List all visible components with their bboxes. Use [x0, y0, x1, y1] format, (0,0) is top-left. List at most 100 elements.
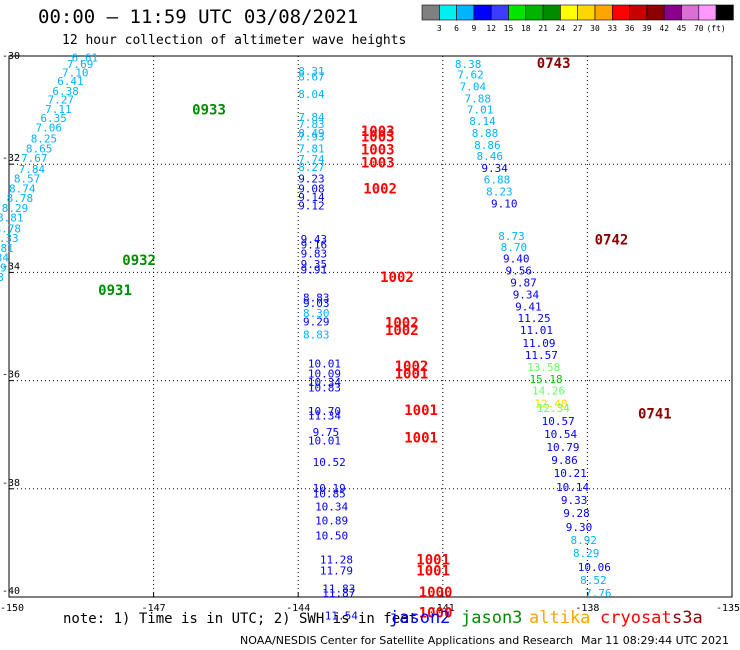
- gridlines: [9, 56, 732, 597]
- pass-time-label: 1001: [416, 563, 450, 579]
- wave-height-label: 10.89: [315, 515, 348, 528]
- wave-height-label: 7.74: [298, 153, 325, 166]
- y-tick-label: -34: [2, 261, 20, 272]
- axis-ticks: -150 -147 -144 -141 -138 -135 -30 -32 -34 -36 -38 -…: [0, 51, 740, 614]
- wave-height-label: 9.56: [505, 265, 531, 278]
- wave-height-label: 7.83: [298, 118, 325, 131]
- wave-height-label: 9.29: [303, 315, 330, 328]
- y-tick-label: -36: [2, 370, 20, 381]
- pass-time-label: 1002: [380, 270, 414, 286]
- wave-height-label: 11.09: [522, 337, 555, 350]
- wave-height-label: 7.93: [298, 130, 325, 143]
- y-tick-label: -38: [2, 478, 20, 489]
- wave-height-label: 6.41: [57, 75, 83, 88]
- scale-swatch: [560, 4, 579, 21]
- wave-height-label: 7.10: [62, 67, 89, 80]
- wave-height-label: 10.52: [313, 456, 346, 469]
- pass-time-label: 1000: [419, 606, 453, 622]
- footer-note: note: 1) Time is in UTC; 2) SWH is in fe…: [63, 611, 418, 627]
- pass-time-label: 0931: [98, 283, 132, 299]
- wave-height-label: 6.38: [52, 85, 79, 98]
- wave-height-label: 9.10: [491, 197, 518, 210]
- wave-height-label: 8.23: [486, 186, 513, 199]
- pass-time-label: 0743: [537, 56, 571, 72]
- pass-time-label: 1003: [361, 124, 395, 140]
- wave-height-label: 11.34: [308, 410, 341, 423]
- wave-height-label: 7.76: [585, 587, 612, 600]
- wave-height-label: 8.52: [580, 574, 607, 587]
- wave-height-label: 8.29: [573, 547, 600, 560]
- scale-swatch: [490, 4, 509, 21]
- x-tick-label: -150: [0, 603, 24, 614]
- pass-time-label: 1002: [395, 359, 429, 375]
- wave-height-label: 8.04: [298, 88, 325, 101]
- mission-cryosat: cryosat: [600, 608, 672, 628]
- wave-height-label: 9.03: [303, 297, 330, 310]
- scale-label: 9: [471, 24, 476, 33]
- scale-label: 21: [538, 24, 548, 33]
- scale-label: 70: [694, 24, 704, 33]
- pass-time-label: 1003: [361, 142, 395, 158]
- wave-height-label: 8.78: [0, 222, 21, 235]
- scale-swatch: [715, 4, 734, 21]
- pass-time-labels: 0933093209311003100310031003100210021002…: [98, 56, 672, 622]
- wave-height-label: 8.34: [0, 252, 9, 265]
- wave-height-label: 8.38: [455, 58, 482, 71]
- wave-height-label: 8.30: [303, 307, 330, 320]
- wave-height-label: 9.14: [298, 191, 325, 204]
- wave-height-label: 10.50: [315, 530, 348, 543]
- credit-line: NOAA/NESDIS Center for Satellite Applica…: [240, 634, 574, 647]
- scale-swatch: [473, 4, 492, 21]
- mission-jason2: jason2: [389, 608, 451, 628]
- wave-height-label: 9.75: [313, 426, 340, 439]
- wave-height-label: 9.12: [298, 200, 325, 213]
- wave-height-label: 14.26: [532, 385, 565, 398]
- wave-height-label: 10.54: [544, 428, 577, 441]
- wave-height-label: 11.54: [325, 610, 358, 623]
- scale-swatch: [438, 4, 457, 21]
- pass-time-label: 1003: [361, 155, 395, 171]
- x-tick-label: -144: [286, 603, 310, 614]
- wave-height-label: 11.01: [520, 324, 553, 337]
- wave-height-label: 9.83: [301, 247, 328, 260]
- scale-label: 42: [659, 24, 669, 33]
- pass-time-label: 1001: [404, 403, 438, 419]
- generated-timestamp: Mar 11 08:29:44 UTC 2021: [581, 634, 729, 647]
- wave-height-label: 10.06: [578, 561, 611, 574]
- scale-label: 18: [521, 24, 531, 33]
- scale-label: 12: [486, 24, 496, 33]
- wave-height-label: 8.74: [9, 182, 36, 195]
- pass-time-label: 0741: [638, 406, 672, 422]
- wave-height-label: 11.83: [322, 583, 355, 596]
- x-tick-label: -135: [716, 603, 740, 614]
- wave-height-label: 11.25: [518, 312, 551, 325]
- pass-time-label: 0932: [122, 253, 156, 269]
- wave-height-label: 7.84: [298, 111, 325, 124]
- wave-height-label: 10.70: [308, 405, 341, 418]
- wave-height-label: 10.01: [308, 358, 341, 371]
- mission-jason3: jason3: [461, 608, 523, 628]
- wave-height-label: 11.79: [320, 564, 353, 577]
- scale-swatch: [542, 4, 561, 21]
- wave-height-label: 8.46: [477, 150, 504, 163]
- wave-height-label: 7.84: [19, 163, 46, 176]
- scale-label: 15: [504, 24, 514, 33]
- wave-height-label: 8.57: [14, 173, 41, 186]
- wave-height-label: 9.30: [566, 521, 593, 534]
- scale-swatch: [456, 4, 475, 21]
- wave-height-label: 8.86: [474, 139, 501, 152]
- wave-height-label: 10.34: [308, 376, 341, 389]
- wave-height-label: 9.86: [551, 454, 578, 467]
- wave-height-label: 11.28: [320, 553, 353, 566]
- scale-swatch: [594, 4, 613, 21]
- wave-height-label: 7.06: [36, 122, 63, 135]
- scale-swatch: [629, 4, 648, 21]
- chart-subtitle: 12 hour collection of altimeter wave hei…: [62, 33, 407, 48]
- wave-height-label: 7.69: [67, 58, 94, 71]
- wave-height-label: 8.88: [472, 127, 499, 140]
- pass-time-label: 1001: [404, 430, 438, 446]
- color-scale-legend: 3 6 9 12 15 18 21 24 27 30 33 36 39 42 45 70 (ft): [421, 4, 734, 33]
- wave-height-label: 7.27: [48, 94, 74, 107]
- wave-height-label: 9.87: [510, 276, 537, 289]
- wave-height-label: 10.21: [554, 467, 587, 480]
